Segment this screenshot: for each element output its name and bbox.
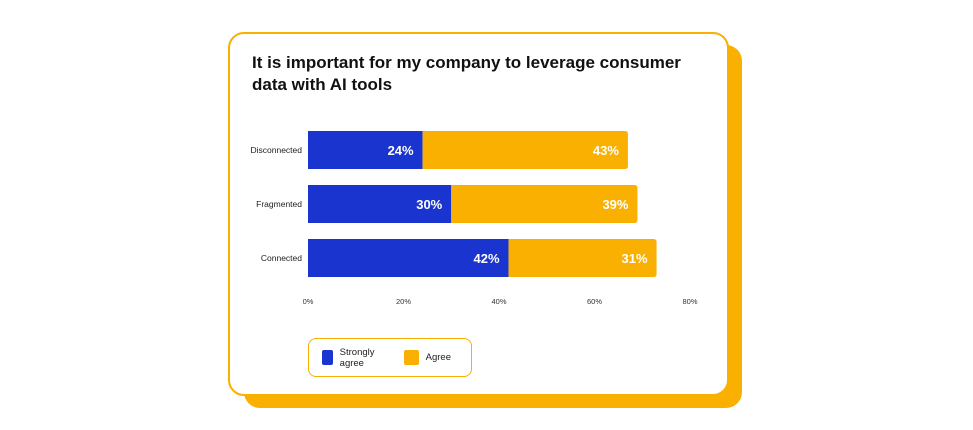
legend-label-agree: Agree bbox=[425, 352, 451, 363]
legend: Strongly agree Agree bbox=[308, 338, 472, 377]
bar-strongly-agree-disconnected bbox=[308, 131, 423, 169]
legend-item-agree: Agree bbox=[403, 350, 451, 365]
legend-swatch-agree bbox=[403, 350, 419, 365]
data-label-agree-disconnected: 43% bbox=[593, 143, 619, 158]
chart-title: It is important for my company to levera… bbox=[252, 53, 681, 94]
x-tick-label-20: 20% bbox=[396, 297, 411, 306]
bar-strongly-agree-fragmented bbox=[308, 185, 452, 223]
x-tick-label-40: 40% bbox=[491, 297, 506, 306]
x-tick-label-60: 60% bbox=[587, 297, 602, 306]
category-label-disconnected: Disconnected bbox=[250, 145, 302, 155]
category-label-fragmented: Fragmented bbox=[256, 199, 302, 209]
bar-chart: Disconnected 24% 43% Fragmented 30% 39% Connec… bbox=[250, 131, 698, 306]
data-label-agree-connected: 31% bbox=[622, 251, 648, 266]
x-tick-label-0: 0% bbox=[303, 297, 314, 306]
category-label-connected: Connected bbox=[261, 253, 302, 263]
chart-card: It is important for my company to levera… bbox=[228, 32, 729, 396]
bar-agree-disconnected bbox=[422, 131, 628, 169]
legend-swatch-strongly-agree bbox=[322, 350, 333, 365]
bar-agree-connected bbox=[508, 239, 657, 277]
x-tick-label-80: 80% bbox=[682, 297, 697, 306]
legend-item-strongly-agree: Strongly agree bbox=[322, 347, 384, 369]
data-label-strongly-agree-connected: 42% bbox=[474, 251, 500, 266]
bar-agree-fragmented bbox=[451, 185, 638, 223]
data-label-strongly-agree-fragmented: 30% bbox=[416, 197, 442, 212]
bar-strongly-agree-connected bbox=[308, 239, 509, 277]
data-label-agree-fragmented: 39% bbox=[602, 197, 628, 212]
legend-label-strongly-agree: Strongly agree bbox=[339, 346, 375, 369]
data-label-strongly-agree-disconnected: 24% bbox=[388, 143, 414, 158]
